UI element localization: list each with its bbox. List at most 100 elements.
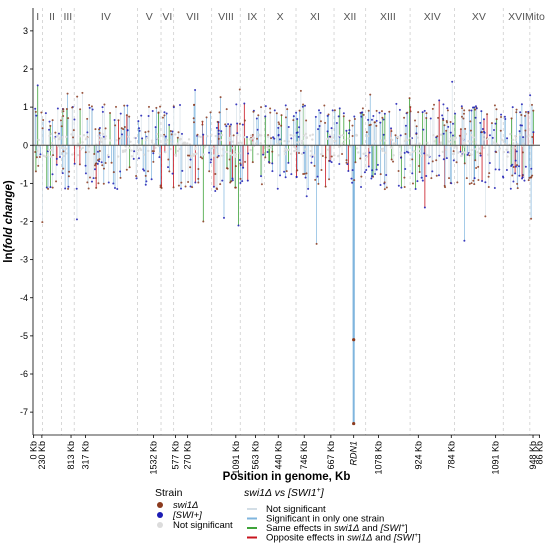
not-significant-point <box>194 146 197 149</box>
data-point <box>463 162 466 165</box>
not-significant-point <box>228 136 232 140</box>
data-point <box>381 116 384 119</box>
data-point <box>62 115 65 118</box>
data-point <box>104 127 107 130</box>
data-point <box>495 108 498 111</box>
data-point <box>214 190 217 193</box>
data-point <box>359 157 362 160</box>
data-point <box>229 181 232 184</box>
not-significant-point <box>65 152 68 155</box>
data-point <box>112 182 115 185</box>
not-significant-point <box>472 136 475 139</box>
data-point <box>445 129 448 132</box>
data-point <box>51 173 54 176</box>
not-significant-point <box>355 147 359 150</box>
not-significant-point <box>142 153 146 156</box>
data-point <box>270 137 273 140</box>
data-point <box>192 121 195 124</box>
not-significant-point <box>406 138 409 142</box>
y-axis-label: ln(fold change) <box>3 180 15 263</box>
data-point <box>527 179 530 182</box>
data-point <box>480 131 483 134</box>
data-point <box>272 136 275 139</box>
not-significant-point <box>347 137 350 140</box>
data-point <box>266 150 269 153</box>
data-point <box>328 178 331 181</box>
data-point <box>378 111 381 114</box>
x-axis-label: Position in genome, Kb <box>223 471 351 483</box>
data-point <box>104 162 107 165</box>
data-point <box>521 176 524 179</box>
data-point <box>351 181 354 184</box>
legend-strain-label: swi1Δ <box>173 500 198 511</box>
not-significant-point <box>384 151 387 154</box>
not-significant-point <box>279 140 282 143</box>
data-point <box>91 108 94 111</box>
data-point <box>284 104 287 107</box>
not-significant-point <box>174 153 177 157</box>
not-significant-point <box>500 138 503 141</box>
data-point <box>35 114 38 117</box>
not-significant-point <box>380 147 383 151</box>
data-point <box>367 165 370 168</box>
data-point <box>436 135 439 138</box>
not-significant-point <box>474 140 477 144</box>
data-point <box>205 116 208 119</box>
not-significant-point <box>365 155 369 158</box>
data-point <box>524 129 527 132</box>
data-point <box>370 177 373 180</box>
x-tick-label: 746 Kb <box>299 441 309 470</box>
data-point <box>494 122 497 125</box>
data-point <box>498 168 501 171</box>
not-significant-point <box>411 150 414 154</box>
data-point <box>278 123 281 126</box>
data-point <box>197 177 200 180</box>
data-point <box>144 174 147 177</box>
not-significant-point <box>452 152 455 156</box>
data-point <box>167 158 170 161</box>
data-point <box>214 172 217 175</box>
not-significant-point <box>514 146 518 149</box>
not-significant-point <box>231 140 235 143</box>
not-significant-point <box>413 149 416 153</box>
not-significant-point <box>396 135 400 139</box>
data-point <box>479 121 482 124</box>
data-point <box>394 134 397 137</box>
data-point <box>276 187 279 190</box>
data-point <box>420 176 423 179</box>
data-point <box>462 112 465 115</box>
data-point <box>125 168 128 171</box>
not-significant-point <box>398 145 401 148</box>
not-significant-point <box>289 152 293 156</box>
data-point <box>275 112 278 115</box>
data-point <box>514 172 517 175</box>
rdn1-point <box>352 421 356 426</box>
not-significant-point <box>389 136 392 140</box>
data-point <box>492 128 495 131</box>
not-significant-point <box>287 140 290 143</box>
data-point <box>329 159 332 162</box>
data-point <box>512 180 515 183</box>
data-point <box>137 157 140 160</box>
data-point <box>39 153 42 156</box>
data-point <box>34 110 37 113</box>
data-point <box>507 151 510 154</box>
not-significant-point <box>276 142 279 146</box>
data-point <box>460 105 463 108</box>
data-point <box>73 162 76 165</box>
data-point <box>230 180 233 183</box>
not-significant-point <box>139 147 142 150</box>
x-tick-label: 667 Kb <box>326 441 336 470</box>
data-point <box>477 178 480 181</box>
data-point <box>414 119 417 122</box>
data-point <box>373 121 376 124</box>
data-point <box>375 124 378 127</box>
data-point <box>55 157 58 160</box>
data-point <box>49 124 52 127</box>
data-point <box>376 163 379 166</box>
data-point <box>169 130 172 133</box>
data-point <box>52 154 55 157</box>
not-significant-point <box>311 133 314 136</box>
data-point <box>452 122 455 125</box>
